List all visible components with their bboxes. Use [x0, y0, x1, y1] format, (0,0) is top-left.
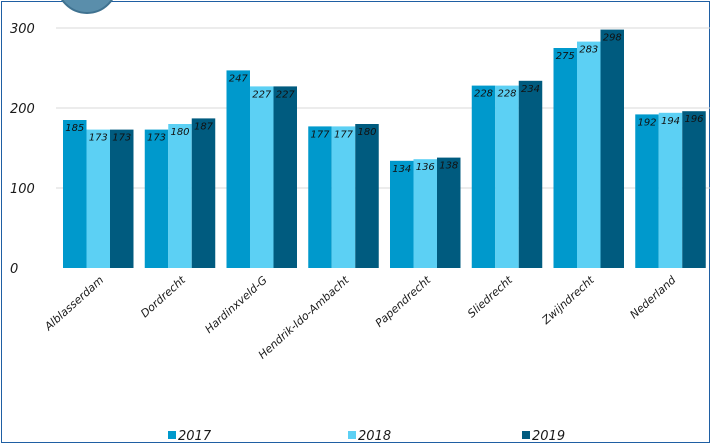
data-label: 180 — [170, 127, 189, 138]
legend-swatch-2018 — [348, 431, 356, 439]
category-label: Hardinxveld-G — [202, 274, 269, 336]
bar-2019-papendrecht — [437, 157, 461, 268]
data-label: 227 — [252, 89, 272, 100]
category-label: Nederland — [627, 273, 679, 321]
bar-2019-nederland — [682, 111, 706, 268]
bar-2018-hendrik-ido-ambacht — [331, 126, 356, 269]
data-label: 136 — [416, 162, 435, 173]
data-label: 283 — [579, 45, 598, 56]
legend-label-2017: 2017 — [178, 429, 212, 444]
bar-2017-papendrecht — [390, 160, 414, 268]
bar-2017-hendrik-ido-ambacht — [308, 126, 332, 269]
legend-swatch-2019 — [522, 431, 530, 439]
data-label: 185 — [65, 123, 84, 134]
bar-2019-alblasserdam — [110, 129, 134, 268]
category-label: Hendrik-Ido-Ambacht — [256, 273, 352, 361]
data-label: 228 — [497, 89, 516, 100]
legend-swatch-2017 — [168, 431, 176, 439]
data-label: 234 — [521, 84, 540, 95]
category-label: Papendrecht — [373, 273, 434, 330]
legend-label-2019: 2019 — [532, 429, 565, 444]
y-tick-label: 300 — [10, 22, 35, 37]
data-label: 196 — [684, 114, 703, 125]
bar-2017-dordrecht — [144, 129, 169, 268]
bar-2017-hardinxveld-g — [226, 70, 250, 269]
data-label: 138 — [439, 161, 458, 172]
data-label: 177 — [310, 129, 330, 140]
data-label: 298 — [603, 33, 622, 44]
data-label: 180 — [357, 127, 376, 138]
bar-2018-alblasserdam — [86, 129, 110, 268]
bars — [63, 29, 706, 269]
data-label: 173 — [147, 133, 166, 144]
bar-2018-nederland — [658, 112, 683, 268]
data-label: 173 — [89, 133, 108, 144]
bar-2018-sliedrecht — [495, 85, 519, 268]
legend-label-2018: 2018 — [358, 429, 391, 444]
y-axis-ticks: 0 100 200 300 — [10, 22, 35, 277]
bar-2018-hardinxveld-g — [250, 86, 274, 269]
bar-2017-nederland — [635, 114, 659, 269]
category-label: Sliedrecht — [465, 273, 515, 320]
legend: 2017 2018 2019 — [168, 429, 565, 444]
category-label: Zwijndrecht — [539, 273, 597, 327]
data-label: 177 — [334, 129, 354, 140]
category-label: Alblasserdam — [41, 274, 106, 334]
bar-2018-papendrecht — [413, 159, 437, 268]
data-label: 228 — [474, 89, 493, 100]
bar-2019-sliedrecht — [518, 80, 543, 268]
bar-2017-zwijndrecht — [553, 48, 577, 268]
category-label: Dordrecht — [138, 273, 188, 320]
bar-2018-dordrecht — [168, 124, 192, 268]
data-label: 173 — [112, 133, 131, 144]
y-tick-label: 200 — [10, 102, 35, 117]
bar-2019-zwijndrecht — [600, 29, 624, 268]
data-label: 134 — [392, 164, 411, 175]
bar-2017-sliedrecht — [471, 85, 496, 268]
bar-2017-alblasserdam — [63, 120, 87, 268]
y-tick-label: 100 — [10, 182, 35, 197]
data-label: 192 — [637, 117, 656, 128]
bar-2019-hardinxveld-g — [273, 86, 297, 269]
data-label: 275 — [556, 51, 575, 62]
data-label: 227 — [276, 89, 296, 100]
bar-2019-dordrecht — [191, 118, 216, 269]
data-label: 194 — [661, 116, 680, 127]
bar-2018-zwijndrecht — [577, 41, 601, 268]
data-label: 247 — [229, 73, 249, 84]
y-tick-label: 0 — [10, 262, 18, 277]
data-label: 187 — [194, 121, 214, 132]
bar-2019-hendrik-ido-ambacht — [355, 124, 379, 268]
category-labels: Alblasserdam Dordrecht Hardinxveld-GHendri… — [41, 273, 679, 362]
